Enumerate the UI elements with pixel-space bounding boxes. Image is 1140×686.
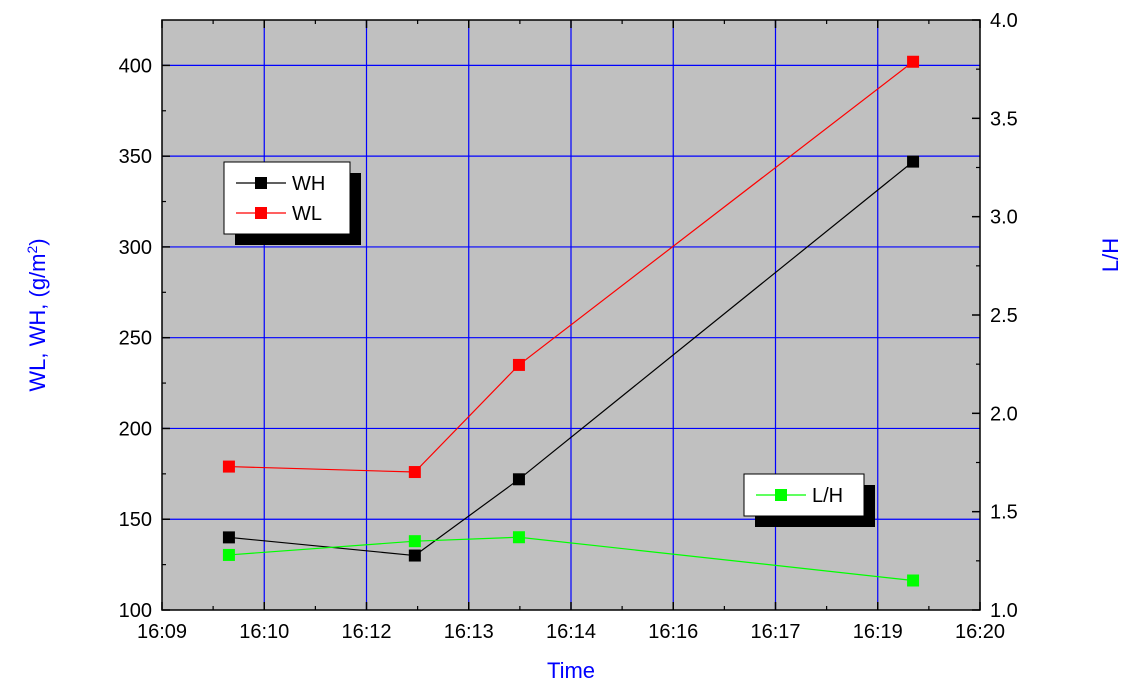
y-left-tick-label: 400 [119,55,152,77]
series-layer [222,55,920,587]
x-tick-label: 16:13 [444,621,494,643]
y-left-tick-label: 100 [119,600,152,622]
legend-right: L/H [743,473,875,527]
legend-marker-l-h [775,489,787,501]
data-point-wh [222,531,235,544]
legend-marker-wl [255,207,267,219]
legend-label-wl: WL [292,203,322,225]
data-point-wh [512,473,525,486]
data-point-wh [907,155,920,168]
data-point-l-h [907,574,920,587]
x-tick-label: 16:19 [853,621,903,643]
series-line-wl [228,61,914,473]
data-point-wl [512,358,525,371]
y-left-tick-label: 150 [119,509,152,531]
legend-left: WH WL [223,161,361,245]
y-axis-right-title: L/H [1098,238,1123,272]
legend-marker-wh [255,177,267,189]
y-axis-left-title-sup: 2 [24,246,40,254]
y-right-tick-label: 1.5 [990,502,1018,524]
legend-label-wh: WH [292,173,325,195]
y-left-tick-label: 300 [119,237,152,259]
y-right-tick-label: 1.0 [990,600,1018,622]
x-tick-label: 16:17 [750,621,800,643]
y-right-tick-label: 3.5 [990,108,1018,130]
data-point-l-h [408,535,421,548]
data-point-l-h [512,531,525,544]
y-axis-left-title: WL, WH, (g/m2) [24,238,50,391]
data-point-wl [408,466,421,479]
series-line-l-h [228,536,914,582]
y-right-tick-label: 4.0 [990,10,1018,32]
data-point-wh [408,549,421,562]
y-axis-left-title-end: ) [25,238,50,245]
data-point-wl [222,460,235,473]
y-left-tick-label: 350 [119,146,152,168]
x-tick-label: 16:20 [955,621,1005,643]
x-tick-label: 16:12 [341,621,391,643]
legend-label-l-h: L/H [812,485,843,507]
grid-lines [162,20,980,610]
legend-box [223,161,351,235]
data-point-l-h [222,548,235,561]
x-tick-label: 16:16 [648,621,698,643]
x-tick-label: 16:09 [137,621,187,643]
y-left-tick-label: 200 [119,418,152,440]
x-tick-label: 16:10 [239,621,289,643]
data-point-wl [907,55,920,68]
x-axis-title: Time [547,658,595,683]
series-line-wh [228,161,914,557]
y-left-tick-label: 250 [119,328,152,350]
y-right-tick-label: 3.0 [990,207,1018,229]
axis-ticks: 16:09 16:10 16:12 16:13 16:14 16:16 16:17 16:19… [119,10,1018,643]
y-right-tick-label: 2.0 [990,403,1018,425]
y-axis-left-title-main: WL, WH, (g/m [25,254,50,392]
y-right-tick-label: 2.5 [990,305,1018,327]
x-tick-label: 16:14 [546,621,596,643]
